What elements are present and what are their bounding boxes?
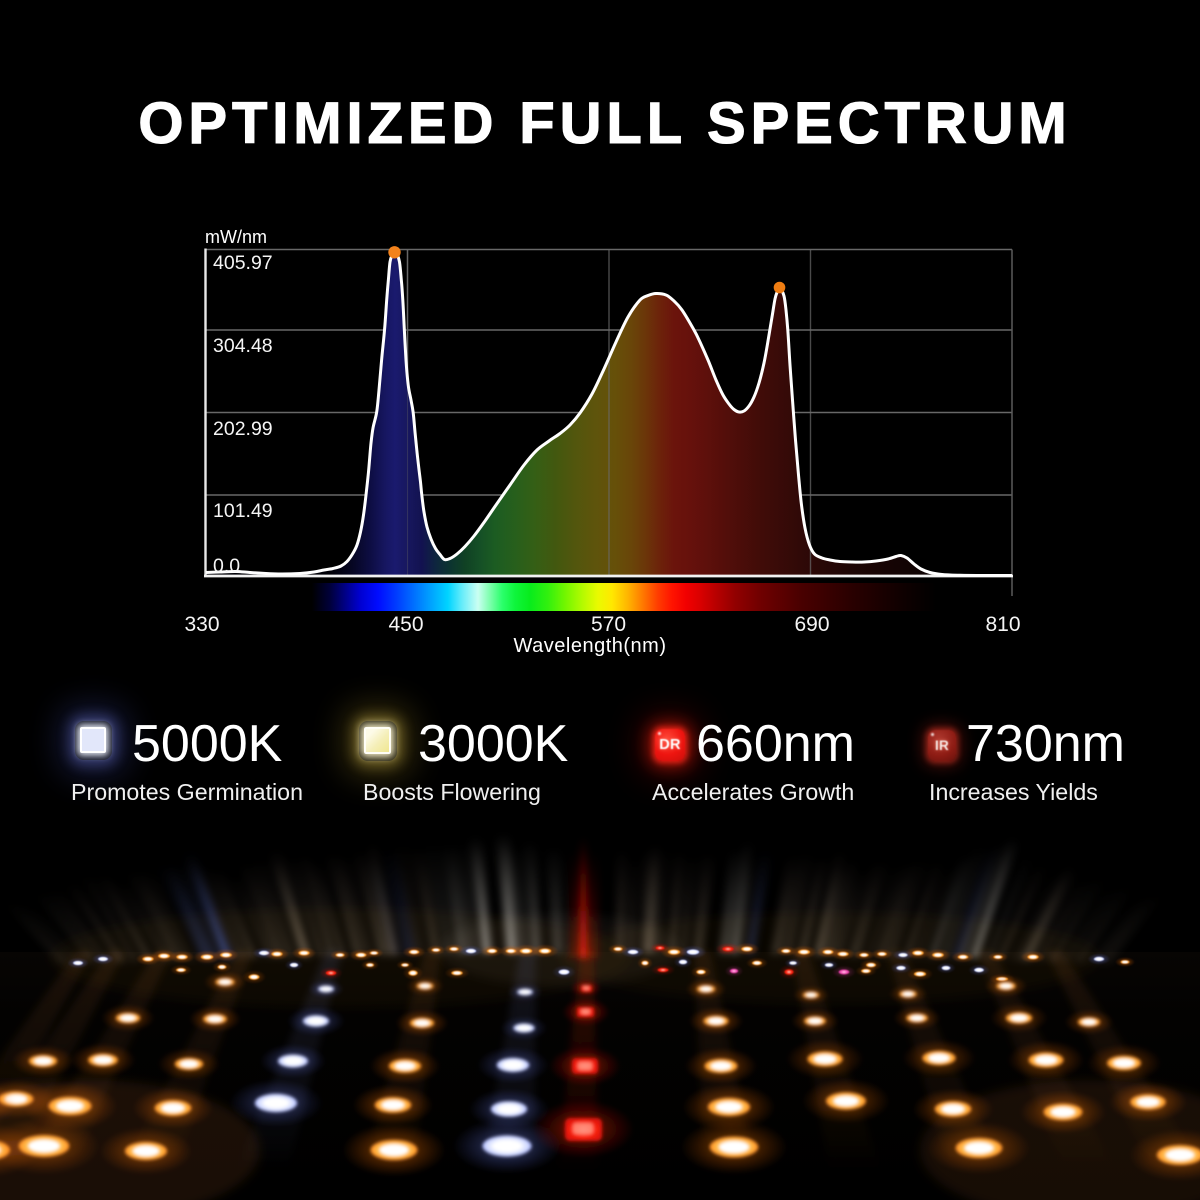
svg-text:202.99: 202.99 <box>213 418 273 440</box>
svg-text:304.48: 304.48 <box>213 335 273 357</box>
svg-text:570: 570 <box>591 613 626 636</box>
svg-text:405.97: 405.97 <box>213 252 273 274</box>
svg-text:0.0: 0.0 <box>213 555 240 577</box>
svg-text:Wavelength(nm): Wavelength(nm) <box>514 635 667 657</box>
svg-text:330: 330 <box>184 613 219 636</box>
svg-text:450: 450 <box>388 613 423 636</box>
svg-text:101.49: 101.49 <box>213 500 273 522</box>
svg-text:690: 690 <box>794 613 829 636</box>
svg-text:810: 810 <box>985 613 1020 636</box>
svg-text:mW/nm: mW/nm <box>205 227 267 247</box>
